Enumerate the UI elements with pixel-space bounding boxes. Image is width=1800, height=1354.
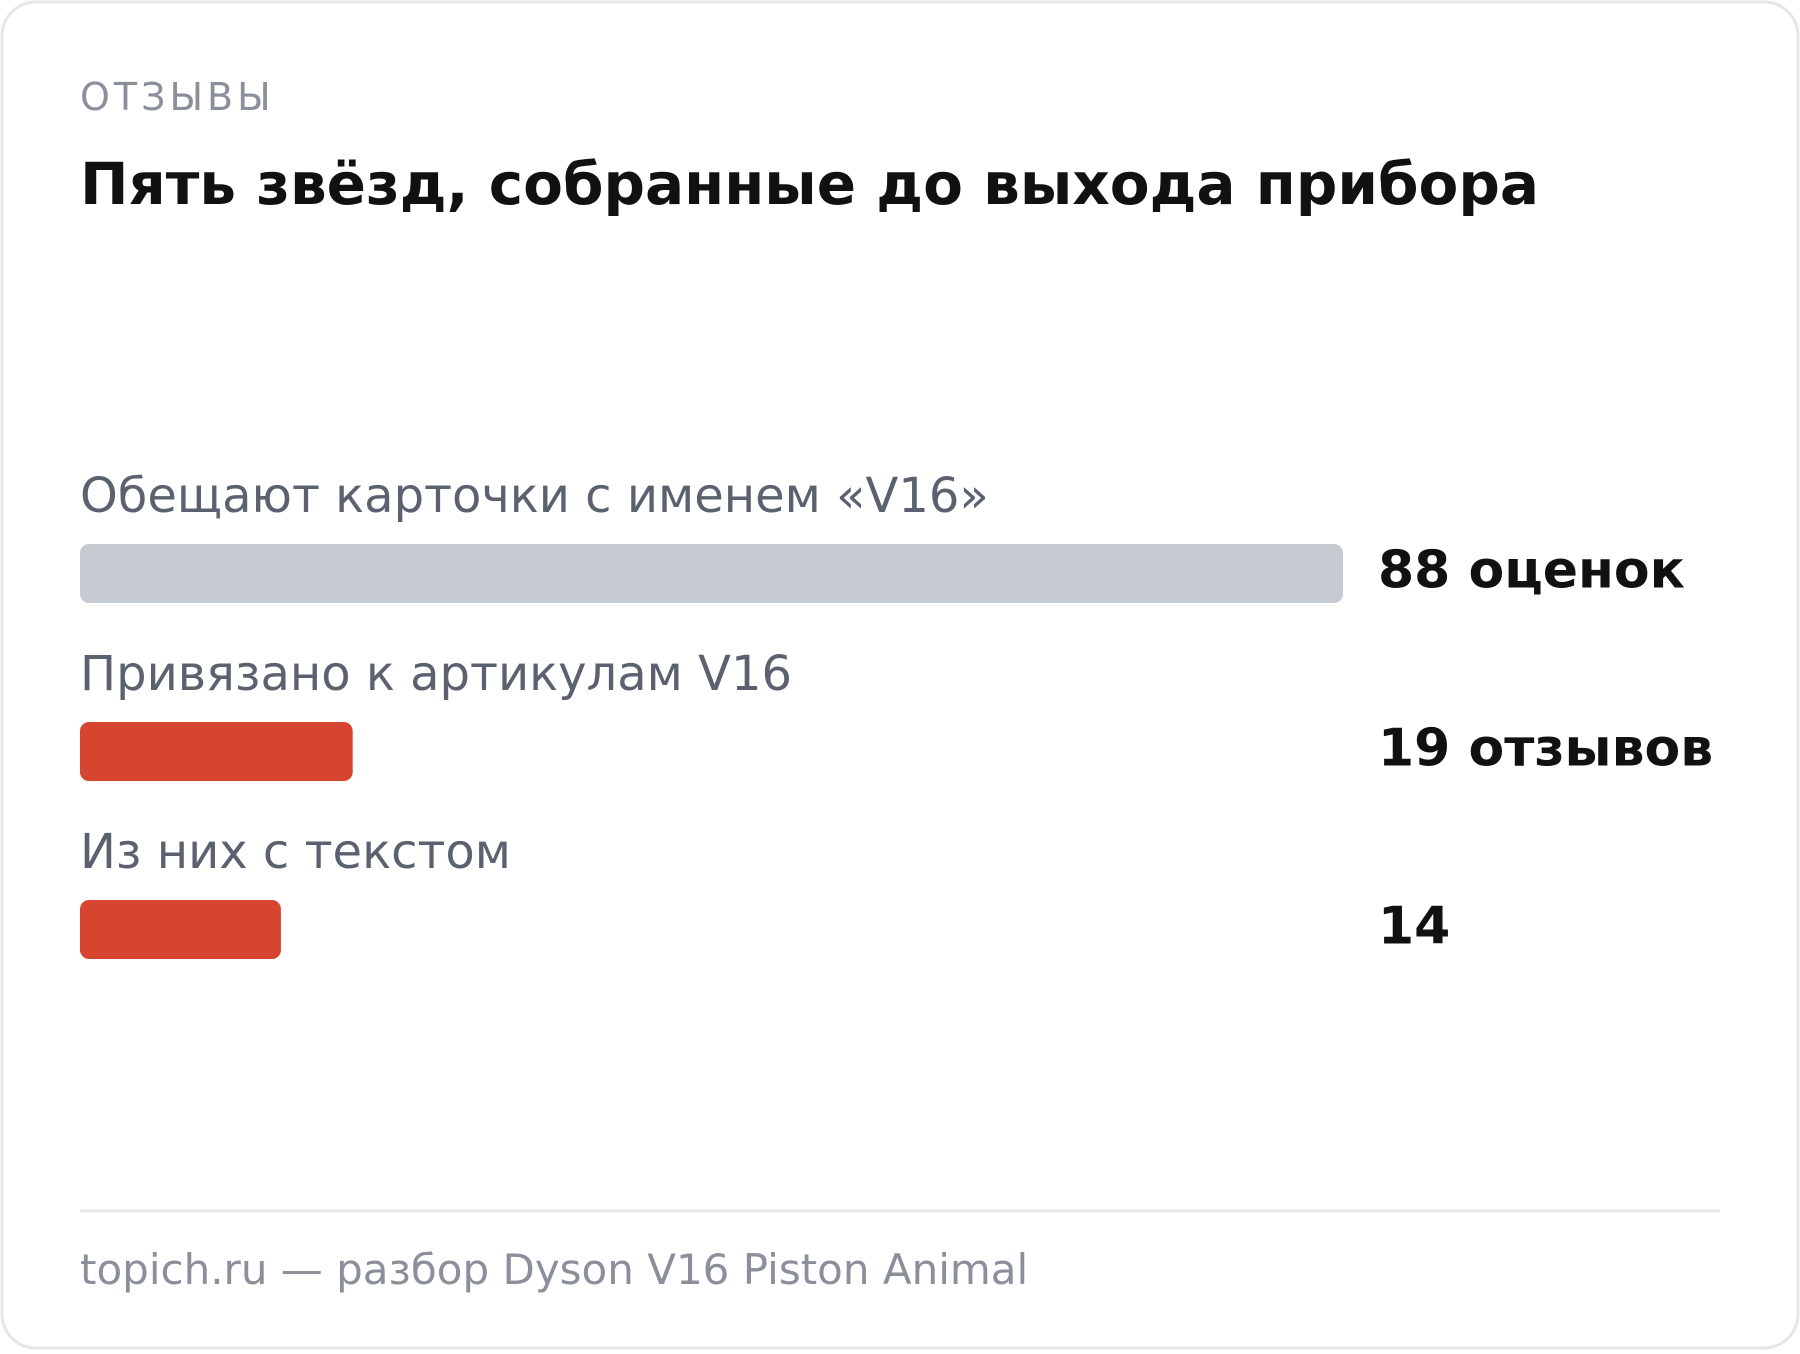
value-label: 88 оценок [1378, 541, 1685, 601]
value-label: 14 [1378, 897, 1450, 957]
category-label: Из них с текстом [80, 824, 511, 880]
category-label: Привязано к артикулам V16 [80, 646, 792, 702]
footer: topich.ru — разбор Dyson V16 Piston Anim… [80, 1245, 1028, 1294]
bar [80, 722, 353, 781]
chart-title: Пять звёзд, собранные до выхода прибора [80, 150, 1539, 218]
eyebrow: ОТЗЫВЫ [80, 75, 275, 119]
category-label: Обещают карточки с именем «V16» [80, 468, 989, 524]
bar [80, 900, 281, 959]
bar [80, 544, 1343, 603]
value-label: 19 отзывов [1378, 719, 1713, 779]
